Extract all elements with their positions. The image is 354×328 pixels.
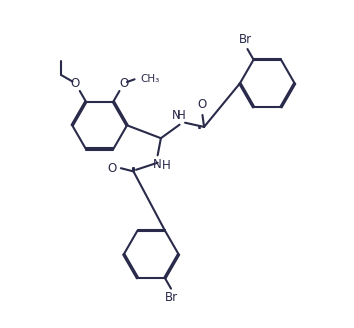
Text: CH₃: CH₃ (141, 74, 160, 84)
Text: O: O (108, 162, 117, 175)
Text: H: H (177, 109, 185, 122)
Text: N: N (153, 158, 161, 171)
Text: O: O (71, 77, 80, 90)
Text: Br: Br (239, 33, 252, 47)
Text: H: H (161, 159, 170, 172)
Text: O: O (119, 77, 129, 90)
Text: N: N (172, 110, 181, 122)
Text: O: O (198, 98, 207, 111)
Text: Br: Br (165, 291, 178, 304)
